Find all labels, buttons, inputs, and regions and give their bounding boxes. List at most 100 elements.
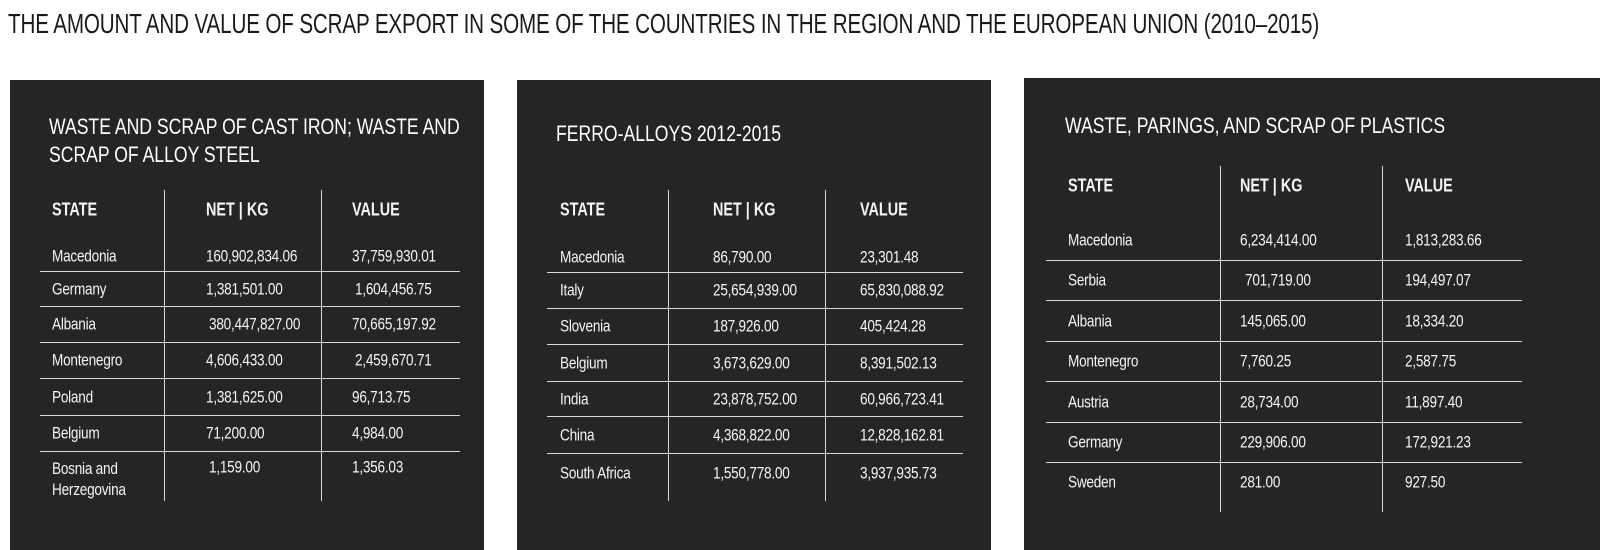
cell-net-kg: 86,790.00 [713, 247, 772, 266]
cell-value: 927.50 [1405, 472, 1446, 492]
cell-value: 3,937,935.73 [860, 463, 937, 483]
cell-state: Germany [1068, 432, 1123, 452]
cell-net-kg: 281.00 [1240, 472, 1281, 492]
cell-state: Montenegro [52, 350, 123, 370]
cell-net-kg: 1,159.00 [209, 457, 261, 477]
cell-net-kg: 160,902,834.06 [206, 246, 298, 266]
table-row: Slovenia 187,926.00 405,424.28 [547, 308, 963, 345]
panel-title: WASTE AND SCRAP OF CAST IRON; WASTE AND … [49, 113, 460, 169]
cell-state: China [560, 425, 595, 444]
cell-value: 4,984.00 [352, 423, 404, 443]
header-net-kg: NET | KG [713, 199, 776, 220]
data-table: STATE NET | KG VALUE Macedonia 86,790.00… [547, 190, 963, 505]
data-table: STATE NET | KG VALUE Macedonia 160,902,8… [40, 190, 460, 505]
cell-state: Poland [52, 387, 93, 406]
cell-net-kg: 1,550,778.00 [713, 463, 790, 483]
table-header: STATE NET | KG VALUE [547, 190, 963, 230]
header-value: VALUE [1405, 175, 1453, 196]
cell-state: Austria [1068, 392, 1109, 411]
cell-net-kg: 229,906.00 [1240, 432, 1306, 452]
table-row: India 23,878,752.00 60,966,723.41 [547, 381, 963, 417]
header-value: VALUE [352, 199, 400, 220]
cell-state: Macedonia [560, 247, 625, 266]
cell-value: 96,713.75 [352, 387, 411, 406]
cell-value: 37,759,930.01 [352, 246, 436, 266]
cell-value: 1,813,283.66 [1405, 230, 1482, 250]
cell-value: 1,356.03 [352, 457, 404, 477]
panel-title-line: WASTE, PARINGS, AND SCRAP OF PLASTICS [1065, 113, 1446, 138]
panel-title-line: SCRAP OF ALLOY STEEL [49, 142, 260, 167]
column-divider [825, 190, 826, 501]
table-row: Albania 380,447,827.00 70,665,197.92 [40, 306, 460, 343]
cell-net-kg: 145,065.00 [1240, 311, 1306, 330]
panel-ferro-alloys: FERRO-ALLOYS 2012-2015 STATE NET | KG VA… [517, 80, 991, 550]
table-row: China 4,368,822.00 12,828,162.81 [547, 416, 963, 454]
cell-state: South Africa [560, 463, 631, 483]
cell-net-kg: 4,368,822.00 [713, 425, 790, 444]
cell-value: 2,587.75 [1405, 351, 1457, 371]
panel-title-line: FERRO-ALLOYS 2012-2015 [556, 121, 782, 146]
cell-net-kg: 71,200.00 [206, 423, 265, 443]
cell-state: Macedonia [1068, 230, 1133, 250]
cell-net-kg: 6,234,414.00 [1240, 230, 1317, 250]
header-state: STATE [1068, 175, 1114, 196]
table-row: South Africa 1,550,778.00 3,937,935.73 [547, 453, 963, 493]
cell-value: 18,334.20 [1405, 311, 1464, 330]
table-row: Montenegro 7,760.25 2,587.75 [1046, 341, 1522, 382]
cell-value: 12,828,162.81 [860, 425, 944, 444]
data-table: STATE NET | KG VALUE Macedonia 6,234,414… [1046, 166, 1522, 516]
table-row: Albania 145,065.00 18,334.20 [1046, 300, 1522, 342]
table-row: Macedonia 86,790.00 23,301.48 [547, 241, 963, 273]
cell-net-kg: 3,673,629.00 [713, 353, 790, 372]
panel-cast-iron-steel: WASTE AND SCRAP OF CAST IRON; WASTE AND … [10, 80, 484, 550]
table-row: Sweden 281.00 927.50 [1046, 462, 1522, 502]
cell-state: Belgium [560, 353, 608, 372]
cell-net-kg: 1,381,501.00 [206, 279, 283, 298]
column-divider [1220, 166, 1221, 512]
table-row: Macedonia 160,902,834.06 37,759,930.01 [40, 241, 460, 272]
header-state: STATE [560, 199, 606, 220]
cell-state: Macedonia [52, 246, 117, 266]
column-divider [668, 190, 669, 501]
table-row: Montenegro 4,606,433.00 2,459,670.71 [40, 342, 460, 379]
cell-value: 2,459,670.71 [355, 350, 432, 370]
header-net-kg: NET | KG [1240, 175, 1303, 196]
cell-net-kg: 187,926.00 [713, 316, 779, 336]
cell-state: Albania [1068, 311, 1112, 330]
table-header: STATE NET | KG VALUE [40, 190, 460, 230]
cell-value: 1,604,456.75 [355, 279, 432, 298]
cell-value: 194,497.07 [1405, 270, 1471, 290]
cell-state: Germany [52, 279, 107, 298]
table-row: Italy 25,654,939.00 65,830,088.92 [547, 272, 963, 309]
cell-net-kg: 380,447,827.00 [209, 314, 301, 334]
cell-state: Italy [560, 280, 584, 300]
table-row: Bosnia and Herzegovina 1,159.00 1,356.03 [40, 451, 460, 506]
table-row: Belgium 71,200.00 4,984.00 [40, 415, 460, 452]
cell-value: 23,301.48 [860, 247, 919, 266]
panel-title-line: WASTE AND SCRAP OF CAST IRON; WASTE AND [49, 114, 460, 139]
cell-net-kg: 28,734.00 [1240, 392, 1299, 411]
cell-state: Slovenia [560, 316, 611, 336]
cell-net-kg: 701,719.00 [1245, 270, 1311, 290]
header-net-kg: NET | KG [206, 199, 269, 220]
cell-value: 172,921.23 [1405, 432, 1471, 452]
column-divider [321, 190, 322, 501]
table-header: STATE NET | KG VALUE [1046, 166, 1522, 206]
cell-state: Serbia [1068, 270, 1106, 290]
cell-state: Montenegro [1068, 351, 1139, 371]
cell-value: 11,897.40 [1405, 392, 1463, 411]
table-row: Austria 28,734.00 11,897.40 [1046, 381, 1522, 423]
cell-net-kg: 25,654,939.00 [713, 280, 797, 300]
cell-state: Bosnia and Herzegovina [52, 458, 126, 499]
column-divider [1382, 166, 1383, 512]
cell-state: Albania [52, 314, 96, 334]
header-state: STATE [52, 199, 98, 220]
table-row: Poland 1,381,625.00 96,713.75 [40, 378, 460, 416]
table-row: Belgium 3,673,629.00 8,391,502.13 [547, 344, 963, 382]
table-row: Serbia 701,719.00 194,497.07 [1046, 260, 1522, 301]
panel-plastics: WASTE, PARINGS, AND SCRAP OF PLASTICS ST… [1024, 78, 1600, 550]
cell-net-kg: 1,381,625.00 [206, 387, 283, 406]
cell-value: 405,424.28 [860, 316, 926, 336]
panel-title: WASTE, PARINGS, AND SCRAP OF PLASTICS [1065, 112, 1445, 140]
cell-value: 65,830,088.92 [860, 280, 944, 300]
